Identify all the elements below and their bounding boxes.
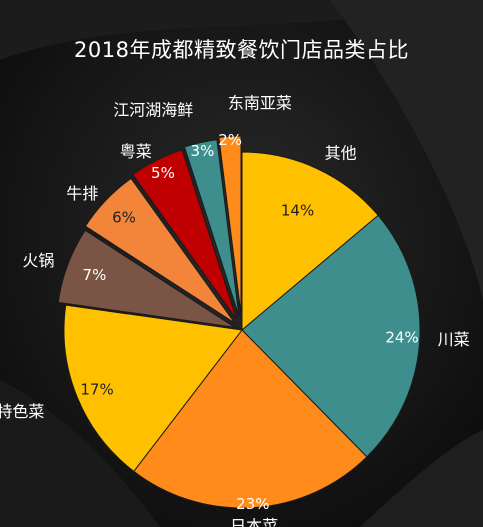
pie-slice: [63, 304, 243, 473]
pie-slice: [57, 229, 235, 328]
pie-slice: [241, 151, 379, 332]
slice-percent-label: 3%: [191, 142, 215, 160]
pie-slice: [241, 214, 421, 458]
pie-slice: [84, 177, 236, 324]
pie-slice: [183, 139, 240, 317]
slice-percent-label: 6%: [112, 208, 136, 226]
slice-percent-label: 5%: [151, 164, 175, 182]
slice-category-label: 东南亚菜: [228, 94, 292, 113]
slice-percent-label: 7%: [83, 266, 107, 284]
slice-category-label: 粤菜: [120, 142, 152, 161]
slice-category-label: 其他: [325, 143, 357, 162]
slice-category-label: 日本菜: [230, 516, 278, 527]
slice-category-label: 特色菜: [0, 402, 44, 421]
slice-percent-label: 2%: [218, 131, 242, 149]
pie-slice: [133, 329, 368, 509]
slice-percent-label: 14%: [281, 202, 314, 220]
pie-slice: [132, 149, 238, 320]
slice-percent-label: 24%: [385, 328, 418, 346]
slice-category-label: 火锅: [22, 251, 54, 270]
pie-slice: [218, 135, 242, 315]
slice-category-label: 川菜: [438, 330, 470, 349]
chart-title: 2018年成都精致餐饮门店品类占比: [74, 38, 409, 62]
slice-percent-label: 17%: [80, 380, 113, 398]
slice-category-label: 牛排: [66, 184, 98, 203]
slice-category-label: 江河湖海鲜: [113, 101, 193, 120]
slice-percent-label: 23%: [236, 495, 269, 513]
